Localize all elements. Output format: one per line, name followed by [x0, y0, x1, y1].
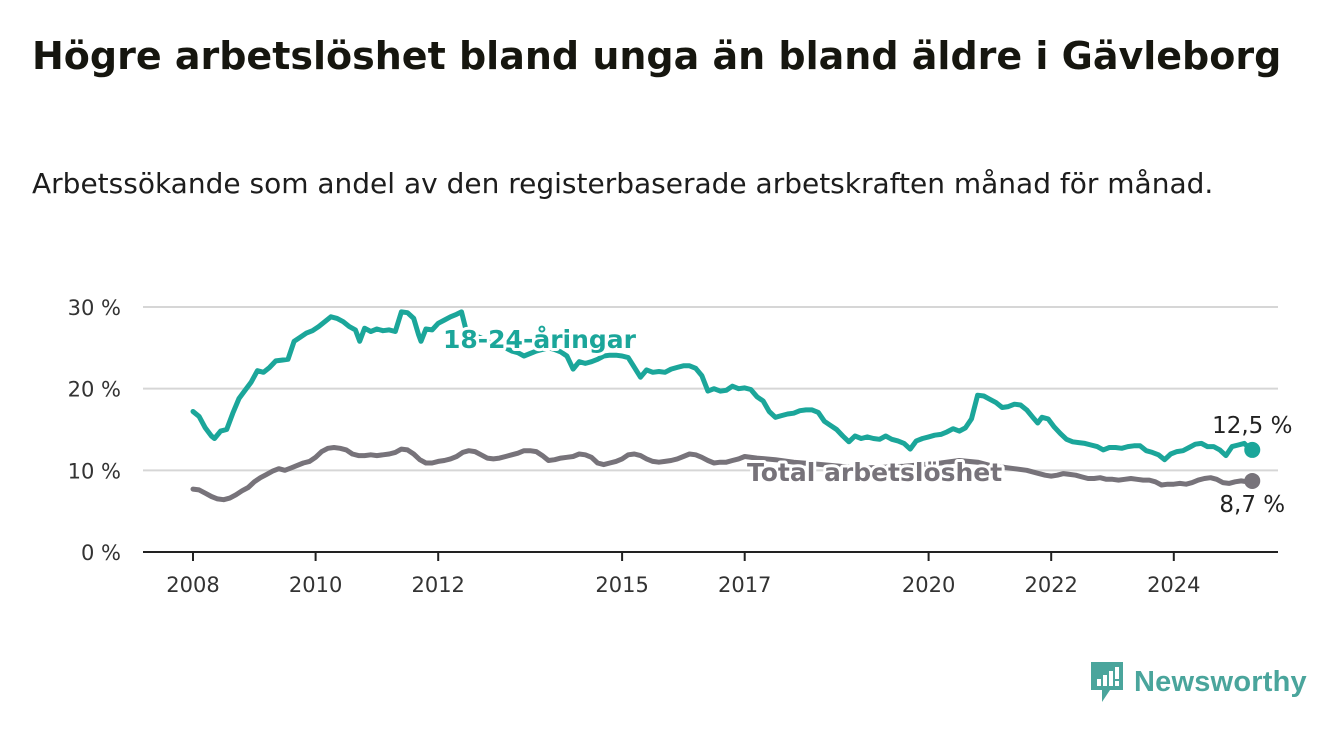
newsworthy-logo: Newsworthy — [1088, 660, 1307, 704]
x-tick-label: 2008 — [166, 573, 219, 597]
series-total-line — [190, 445, 1255, 503]
y-tick-label: 30 % — [68, 296, 121, 320]
x-tick-label: 2017 — [718, 573, 771, 597]
x-axis: 2008 2010 2012 2015 2017 2020 2022 2024 — [143, 551, 1278, 597]
end-value-total: 8,7 % — [1219, 492, 1285, 518]
series-youth — [190, 309, 1261, 463]
y-tick-label: 10 % — [68, 459, 121, 483]
x-tick-label: 2012 — [411, 573, 464, 597]
chart-subtitle: Arbetssökande som andel av den registerb… — [32, 167, 1214, 200]
brand-name: Newsworthy — [1134, 665, 1307, 698]
x-tick-label: 2020 — [902, 573, 955, 597]
x-tick-label: 2010 — [289, 573, 342, 597]
x-tick-label: 2015 — [595, 573, 648, 597]
newsworthy-logo-icon — [1091, 662, 1123, 702]
series-total — [190, 445, 1261, 503]
series-labels: 18-24-åringar Total arbetslöshet 12,5 % 8,7… — [440, 322, 1295, 521]
series-youth-end-marker — [1244, 441, 1261, 458]
series-label-total: Total arbetslöshet — [747, 458, 1002, 487]
y-axis: 0 % 10 % 20 % 30 % — [68, 296, 121, 565]
end-value-youth: 12,5 % — [1212, 413, 1292, 439]
series-label-youth: 18-24-åringar — [443, 325, 637, 354]
series-total-end-marker — [1244, 472, 1261, 489]
y-tick-label: 0 % — [81, 541, 121, 565]
y-tick-label: 20 % — [68, 378, 121, 402]
chart-title: Högre arbetslöshet bland unga än bland ä… — [32, 34, 1282, 78]
x-tick-label: 2024 — [1147, 573, 1200, 597]
x-tick-label: 2022 — [1024, 573, 1077, 597]
series-youth-line — [190, 309, 1255, 463]
